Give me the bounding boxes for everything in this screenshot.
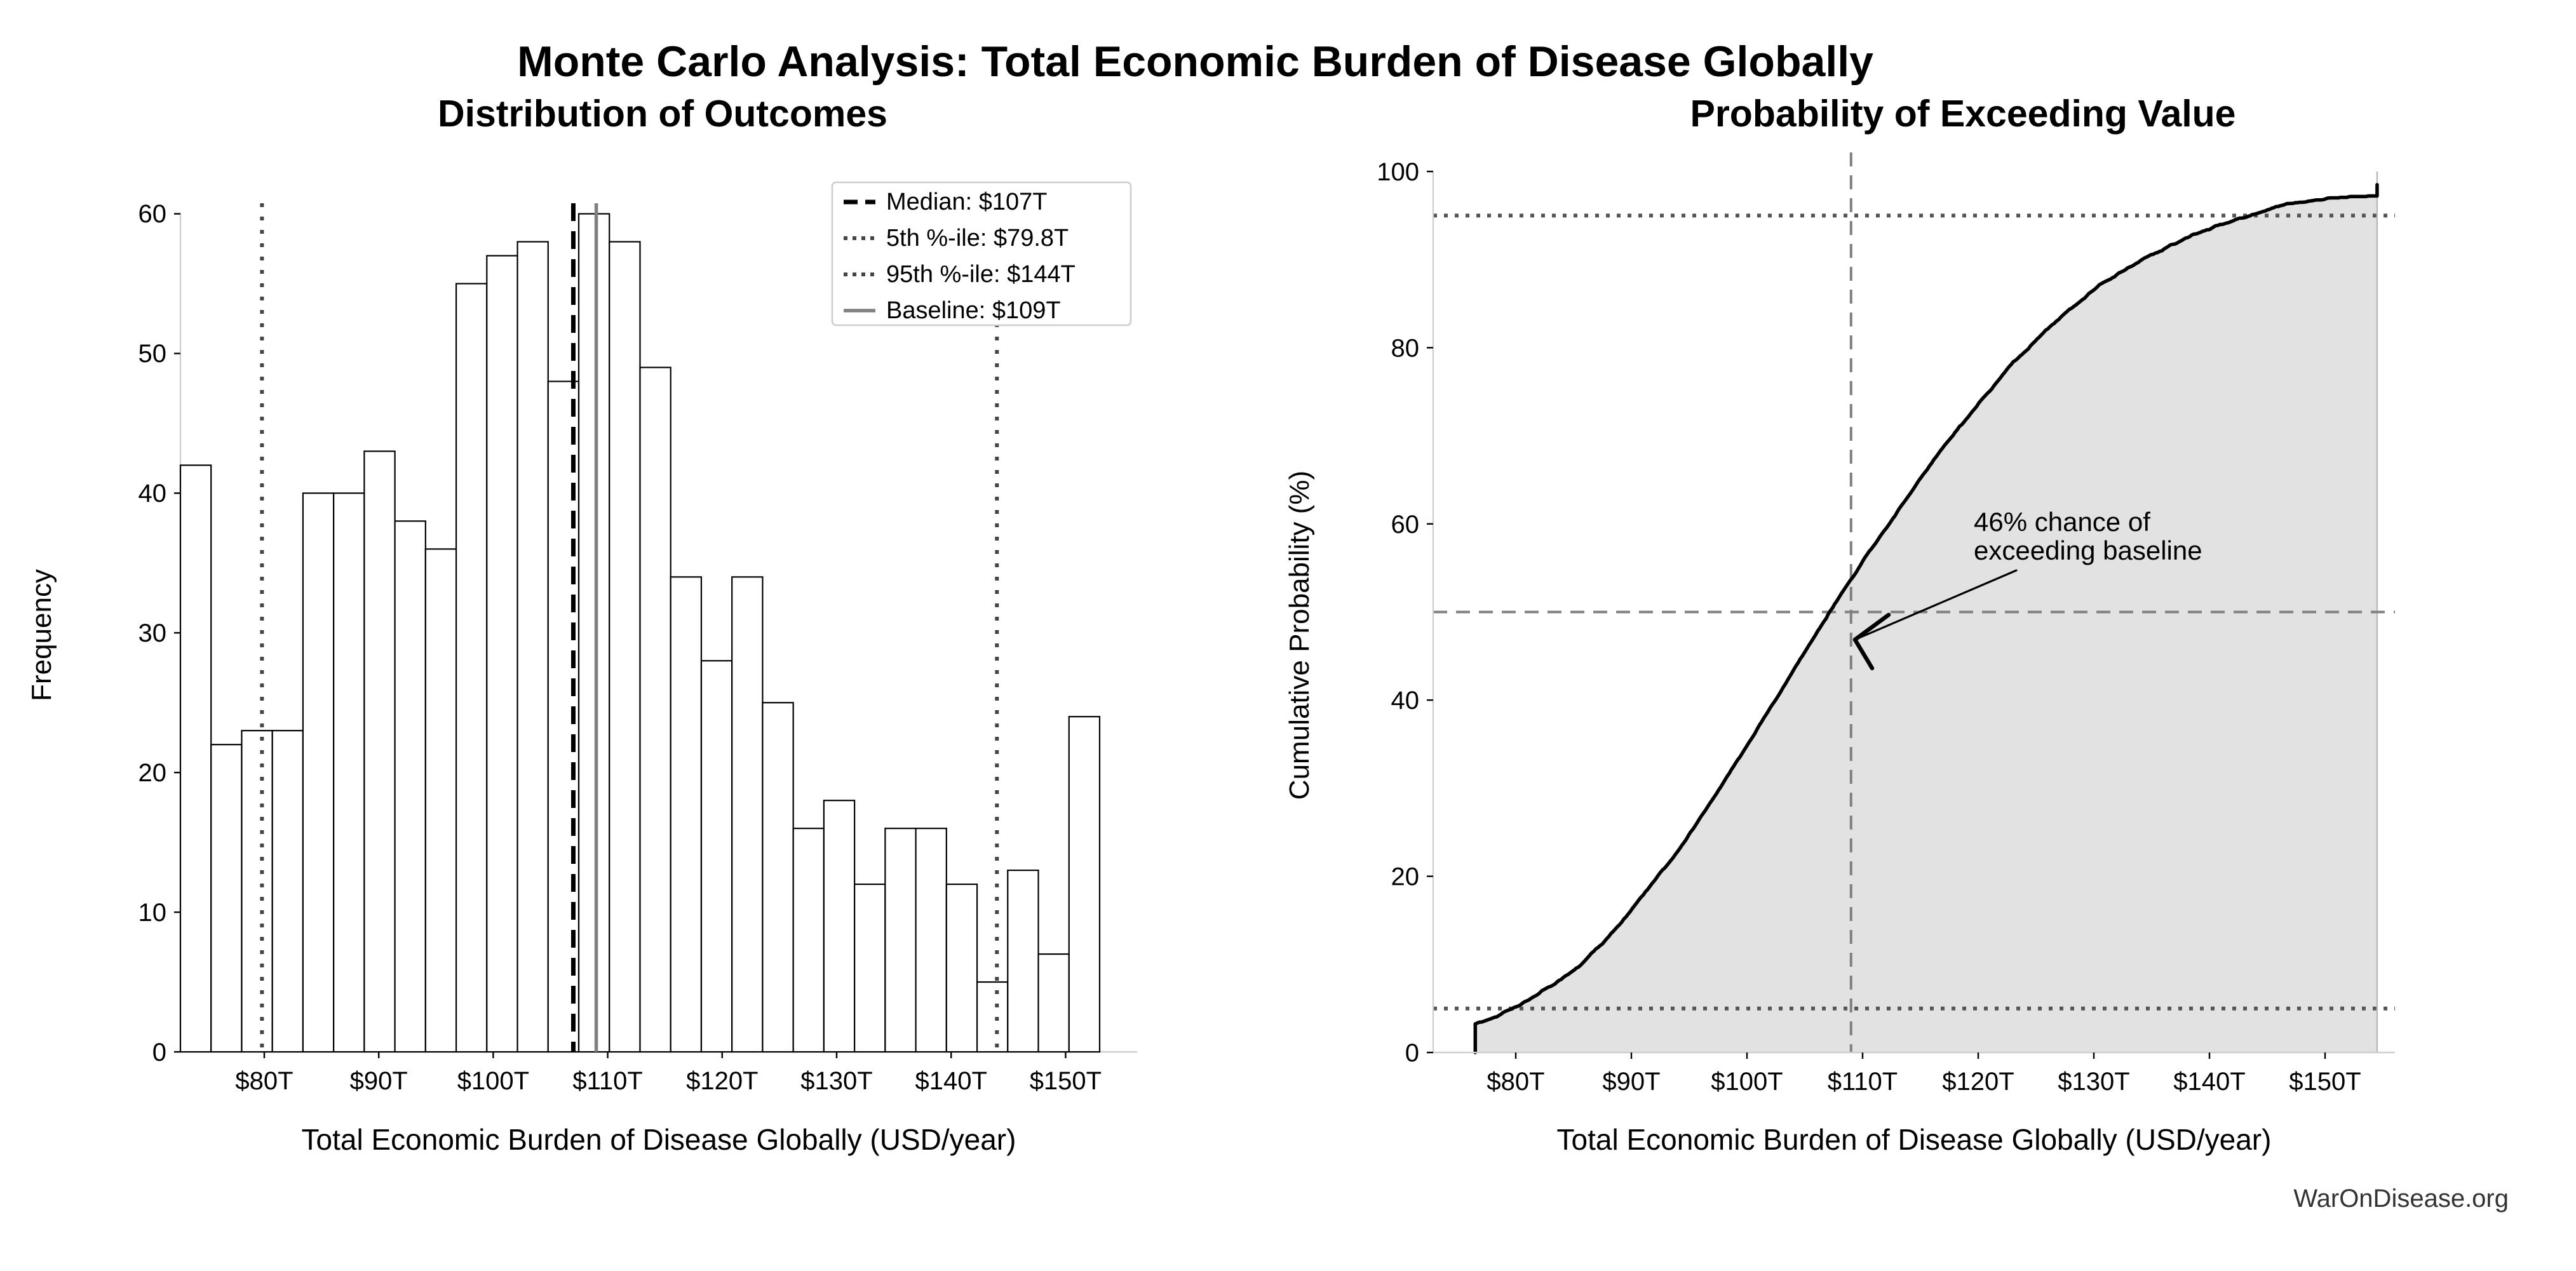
svg-text:Frequency: Frequency — [26, 569, 57, 701]
svg-text:$150T: $150T — [1030, 1067, 1102, 1095]
svg-text:0: 0 — [152, 1039, 166, 1066]
svg-text:$100T: $100T — [457, 1067, 529, 1095]
svg-text:$120T: $120T — [686, 1067, 758, 1095]
svg-text:Median: $107T: Median: $107T — [886, 189, 1048, 215]
svg-text:46% chance of: 46% chance of — [1974, 507, 2150, 537]
svg-text:60: 60 — [1391, 511, 1420, 539]
svg-text:20: 20 — [138, 759, 167, 787]
svg-text:20: 20 — [1391, 863, 1420, 891]
svg-text:95th %-ile: $144T: 95th %-ile: $144T — [886, 261, 1076, 288]
svg-text:$110T: $110T — [572, 1067, 642, 1095]
svg-text:10: 10 — [138, 899, 167, 927]
svg-text:$80T: $80T — [1487, 1068, 1544, 1096]
svg-text:60: 60 — [138, 200, 167, 228]
svg-text:30: 30 — [138, 619, 167, 647]
svg-text:$100T: $100T — [1711, 1068, 1783, 1096]
svg-text:Total Economic Burden of Disea: Total Economic Burden of Disease Globall… — [302, 1123, 1016, 1156]
svg-text:exceeding baseline: exceeding baseline — [1974, 535, 2202, 565]
svg-text:$130T: $130T — [800, 1067, 872, 1095]
svg-text:$110T: $110T — [1828, 1068, 1898, 1096]
svg-text:50: 50 — [138, 340, 167, 368]
svg-text:Total Economic Burden of Disea: Total Economic Burden of Disease Globall… — [1557, 1123, 2272, 1156]
svg-text:$80T: $80T — [235, 1067, 293, 1095]
svg-text:Baseline: $109T: Baseline: $109T — [886, 297, 1061, 324]
svg-text:$90T: $90T — [1602, 1068, 1660, 1096]
svg-text:$130T: $130T — [2058, 1068, 2129, 1096]
svg-text:Cumulative Probability (%): Cumulative Probability (%) — [1286, 471, 1315, 800]
svg-text:100: 100 — [1377, 158, 1419, 186]
svg-text:$140T: $140T — [915, 1067, 987, 1095]
svg-text:40: 40 — [1391, 687, 1420, 715]
svg-text:5th %-ile: $79.8T: 5th %-ile: $79.8T — [886, 225, 1069, 252]
svg-text:40: 40 — [138, 480, 167, 508]
svg-text:0: 0 — [1405, 1039, 1419, 1067]
svg-text:$150T: $150T — [2289, 1068, 2361, 1096]
svg-text:$120T: $120T — [1942, 1068, 2014, 1096]
svg-text:$90T: $90T — [350, 1067, 408, 1095]
svg-text:80: 80 — [1391, 334, 1420, 362]
svg-text:$140T: $140T — [2173, 1068, 2245, 1096]
